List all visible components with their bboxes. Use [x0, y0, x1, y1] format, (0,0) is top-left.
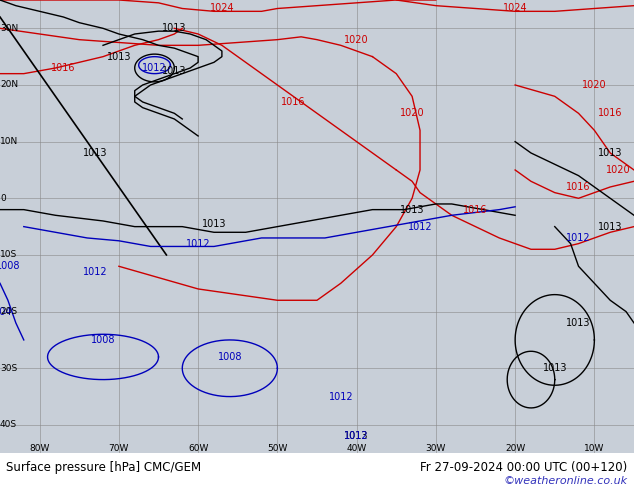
Text: 1012: 1012 — [186, 239, 210, 248]
Text: 1013: 1013 — [566, 318, 591, 328]
Text: 10S: 10S — [0, 250, 17, 259]
Text: 1024: 1024 — [503, 3, 527, 14]
Text: 1020: 1020 — [400, 108, 424, 118]
Text: 70W: 70W — [108, 444, 129, 453]
Text: 1012: 1012 — [328, 392, 353, 402]
Text: 1020: 1020 — [582, 80, 607, 90]
Text: 1008: 1008 — [0, 261, 20, 271]
Text: 1024: 1024 — [210, 3, 234, 14]
Text: 1008: 1008 — [217, 352, 242, 362]
Text: 30S: 30S — [0, 364, 17, 373]
Text: 60W: 60W — [188, 444, 209, 453]
Text: 1008: 1008 — [91, 335, 115, 345]
Text: 0: 0 — [0, 194, 6, 203]
Text: 40S: 40S — [0, 420, 17, 429]
Text: 30N: 30N — [0, 24, 18, 33]
Text: 1016: 1016 — [598, 108, 623, 118]
Text: 1013: 1013 — [344, 431, 369, 441]
Text: 1013: 1013 — [83, 148, 107, 158]
Text: 1016: 1016 — [566, 182, 591, 192]
Text: 1013: 1013 — [162, 24, 186, 33]
Text: 1016: 1016 — [281, 97, 306, 107]
Text: 1012: 1012 — [566, 233, 591, 243]
Text: 1013: 1013 — [400, 205, 424, 215]
Text: 10N: 10N — [0, 137, 18, 146]
Text: 40W: 40W — [347, 444, 366, 453]
Text: 1020: 1020 — [606, 165, 630, 175]
Text: 1016: 1016 — [51, 63, 75, 73]
Text: Fr 27-09-2024 00:00 UTC (00+120): Fr 27-09-2024 00:00 UTC (00+120) — [420, 462, 628, 474]
Text: 10W: 10W — [584, 444, 605, 453]
Text: 1004: 1004 — [0, 307, 12, 317]
Text: 1012: 1012 — [408, 221, 432, 232]
Text: 1013: 1013 — [107, 51, 131, 62]
Text: 20S: 20S — [0, 307, 17, 316]
Text: 1016: 1016 — [463, 205, 488, 215]
Text: 1012: 1012 — [344, 431, 369, 441]
Text: 30W: 30W — [425, 444, 446, 453]
Text: 1012: 1012 — [83, 267, 107, 277]
Text: Surface pressure [hPa] CMC/GEM: Surface pressure [hPa] CMC/GEM — [6, 462, 202, 474]
Text: ©weatheronline.co.uk: ©weatheronline.co.uk — [503, 476, 628, 486]
Text: 1013: 1013 — [202, 219, 226, 229]
Text: 1013: 1013 — [598, 221, 623, 232]
Text: 20N: 20N — [0, 80, 18, 90]
Text: 1013: 1013 — [598, 148, 623, 158]
Text: 1013: 1013 — [543, 363, 567, 373]
Text: 50W: 50W — [267, 444, 288, 453]
Text: 1020: 1020 — [344, 35, 369, 45]
Text: 80W: 80W — [29, 444, 50, 453]
Text: 20W: 20W — [505, 444, 525, 453]
Text: 1013: 1013 — [162, 66, 186, 76]
Text: 1012: 1012 — [142, 63, 167, 73]
